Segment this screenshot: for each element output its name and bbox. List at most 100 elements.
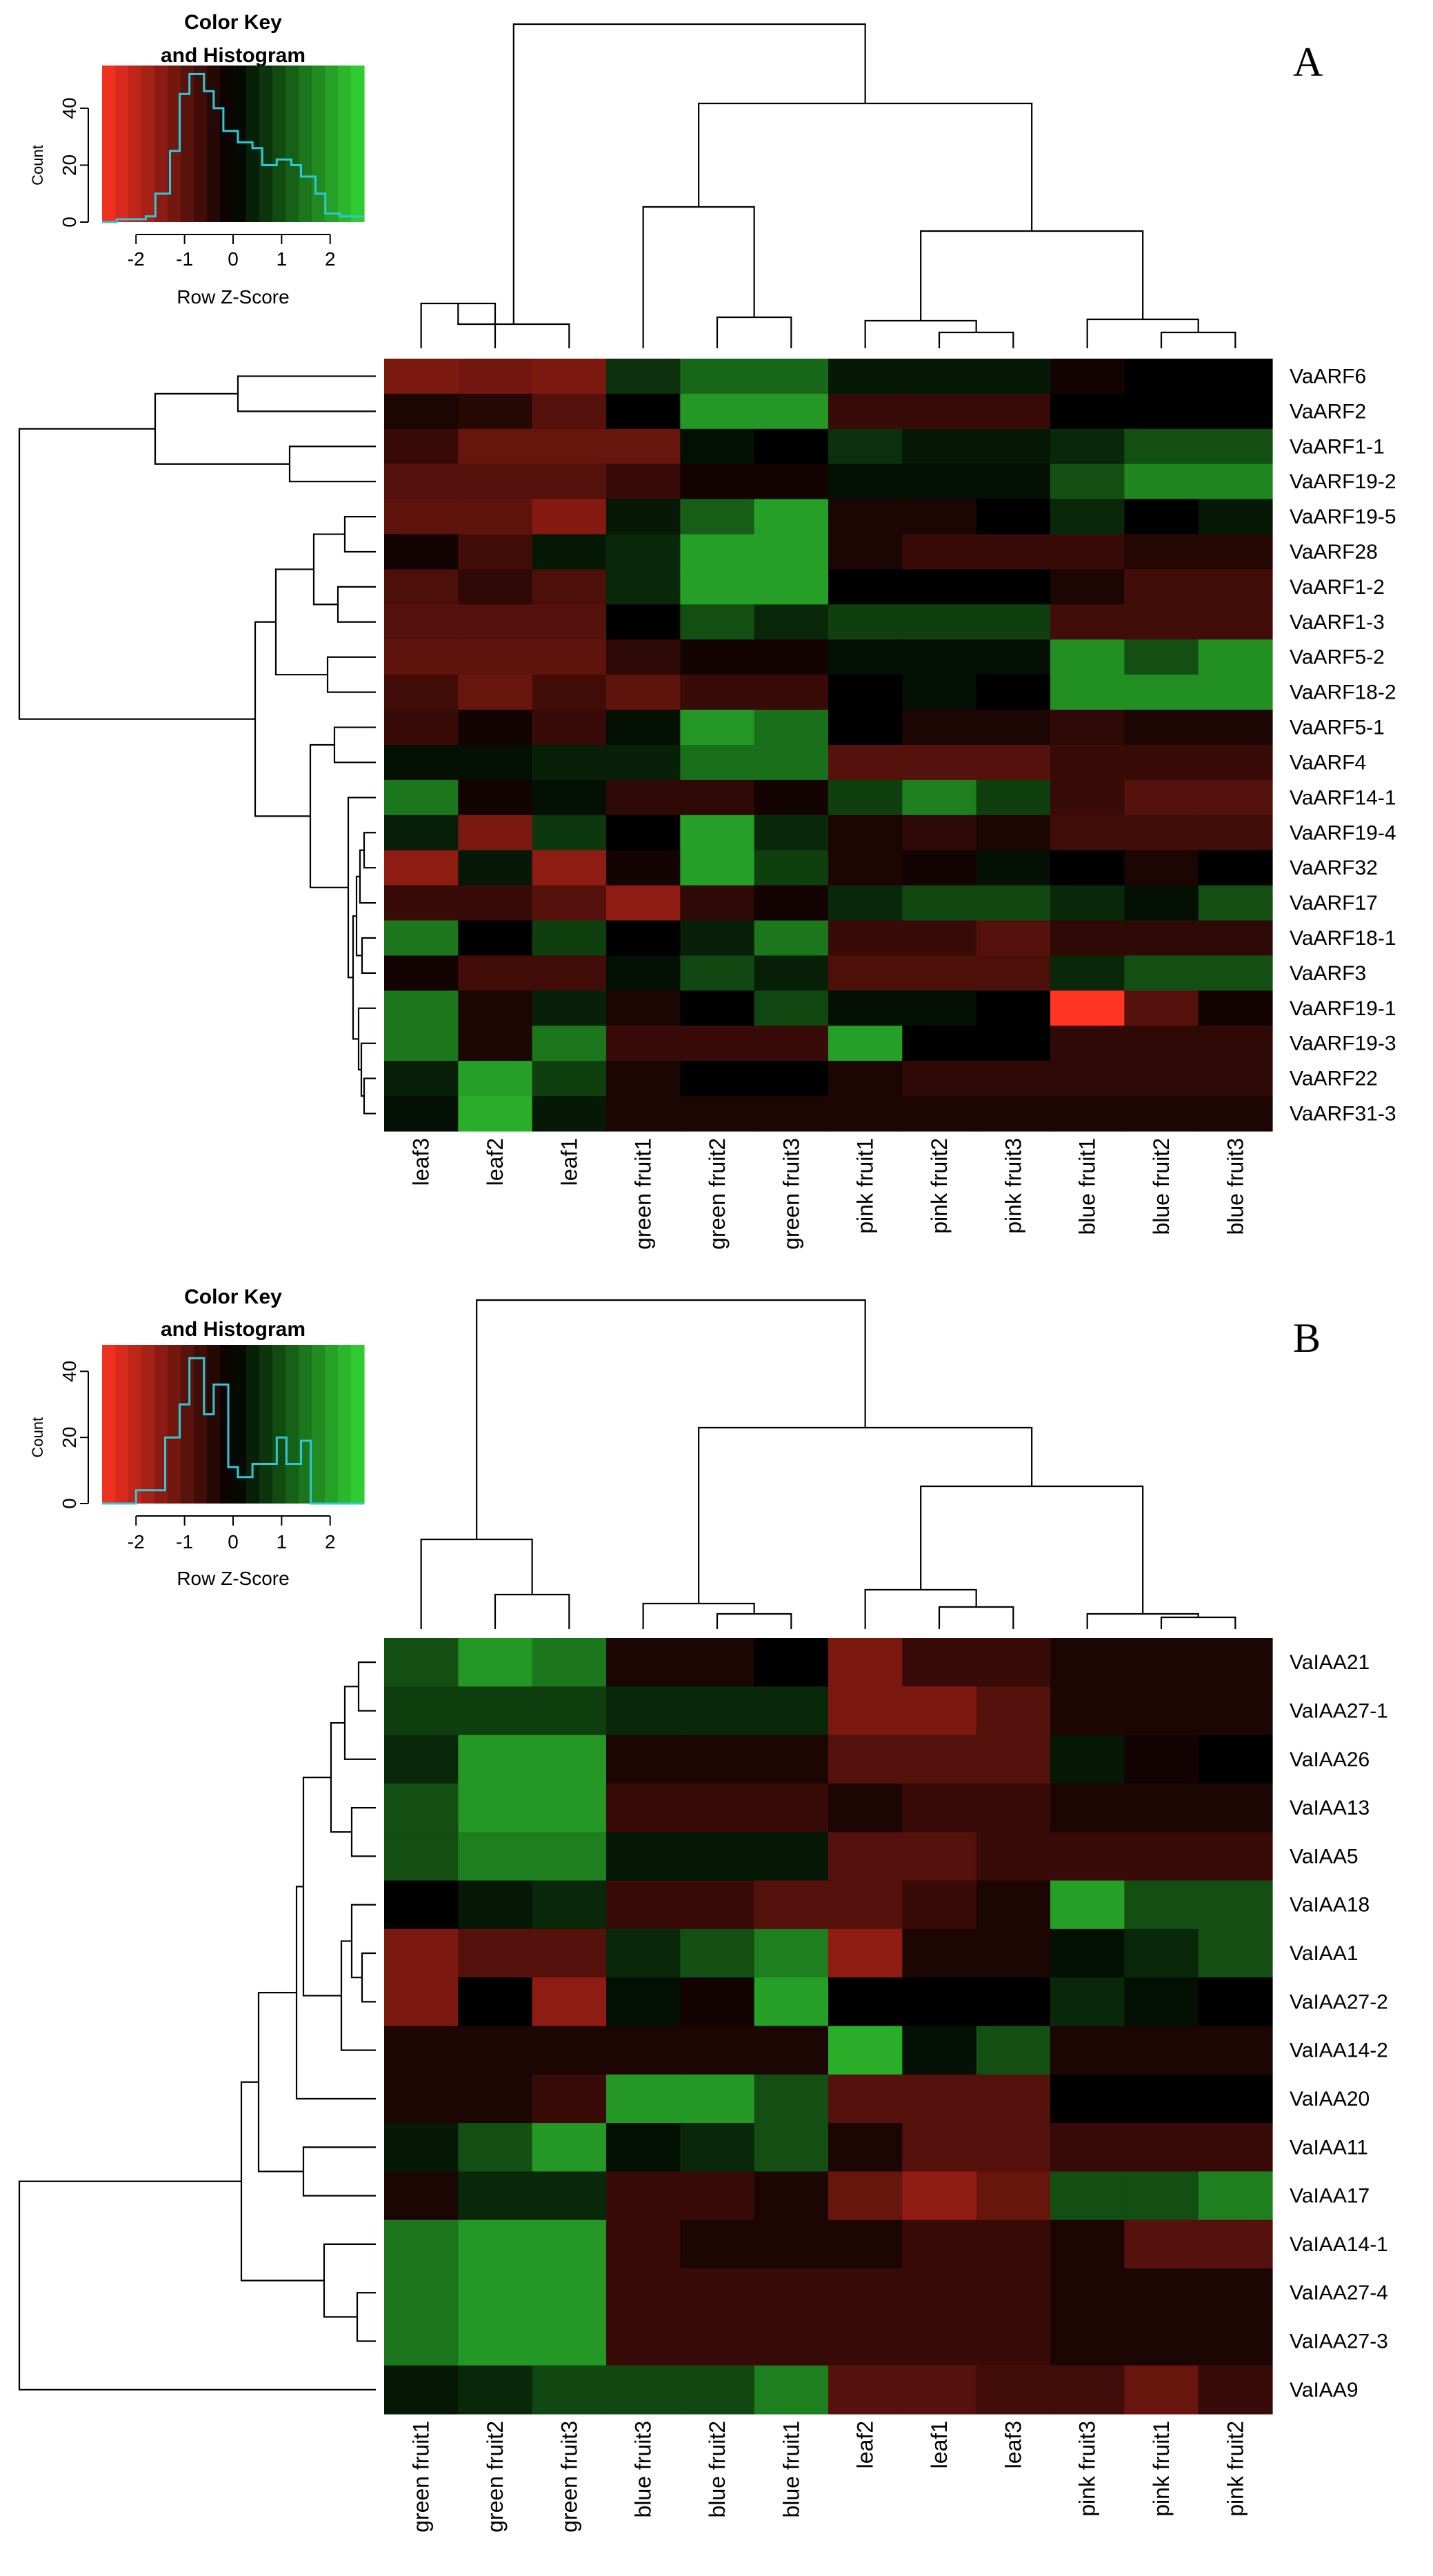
heatmap-cell <box>606 1832 681 1881</box>
heatmap-cell <box>1124 569 1199 605</box>
heatmap-cell <box>458 990 533 1026</box>
heatmap-cell <box>828 779 903 816</box>
heatmap-cell <box>384 534 459 570</box>
heatmap-cell <box>1198 569 1273 605</box>
heatmap-cell <box>606 955 681 991</box>
heatmap-cell <box>606 639 681 675</box>
heatmap-cell <box>828 1977 903 2027</box>
heatmap-cell <box>384 1783 459 1833</box>
heatmap-cell <box>754 2171 829 2221</box>
heatmap-cell <box>680 1735 755 1784</box>
heatmap-cell <box>384 1880 459 1930</box>
heatmap-cell <box>754 815 829 851</box>
heatmap-cell <box>828 1928 903 1978</box>
heatmap-cell <box>976 990 1051 1026</box>
heatmap-cell <box>532 2365 607 2415</box>
heatmap-cell <box>532 499 607 535</box>
color-key-band <box>233 66 247 222</box>
heatmap-cell <box>680 745 755 781</box>
heatmap-cell <box>680 1686 755 1736</box>
color-key-band <box>351 1345 365 1504</box>
heatmap-cell <box>754 1096 829 1132</box>
heatmap-cell <box>754 534 829 570</box>
heatmap-cell <box>680 359 755 395</box>
heatmap-cell <box>1198 1880 1273 1930</box>
row-dendrogram-link <box>356 2292 376 2342</box>
heatmap-cell <box>458 2317 533 2366</box>
heatmap-cell <box>754 463 829 500</box>
color-key-x-tick-label: -1 <box>176 1531 193 1552</box>
heatmap-cell <box>532 2268 607 2317</box>
heatmap-cell <box>976 1735 1051 1784</box>
row-dendrogram-link <box>343 1686 376 1760</box>
heatmap-cell <box>976 745 1051 781</box>
color-key-band <box>325 1345 339 1504</box>
heatmap-cell <box>532 1832 607 1881</box>
heatmap-cell <box>680 2317 755 2366</box>
heatmap-cell <box>976 920 1051 957</box>
color-key-band <box>115 66 129 222</box>
heatmap-cell <box>458 569 533 605</box>
column-dendrogram-link <box>938 1606 1014 1629</box>
color-key: Color Key and Histogram -2 -1 0 1 2 Row Z-Score… <box>29 11 365 308</box>
heatmap-cell <box>384 2026 459 2075</box>
heatmap-cell <box>976 1832 1051 1881</box>
row-label: VaIAA14-1 <box>1290 2233 1388 2256</box>
heatmap-cell <box>680 499 755 535</box>
color-key-band <box>141 66 155 222</box>
column-dendrogram-link <box>698 1426 1033 1604</box>
color-key-subtitle: and Histogram <box>161 44 305 67</box>
row-label: VaARF18-2 <box>1290 681 1396 704</box>
heatmap-cell <box>606 850 681 886</box>
heatmap-cell <box>1124 1880 1199 1930</box>
heatmap-cell <box>1124 463 1199 500</box>
heatmap-cell <box>606 1880 681 1930</box>
row-label: VaARF17 <box>1290 892 1378 915</box>
heatmap-cell <box>828 604 903 640</box>
heatmap-cell <box>458 2268 533 2317</box>
heatmap-cell <box>976 1061 1051 1097</box>
heatmap-cell <box>532 1880 607 1930</box>
row-dendrogram-link <box>237 375 376 412</box>
heatmap-cell <box>1050 850 1125 886</box>
heatmap-cell <box>902 393 977 430</box>
heatmap-cell <box>606 1026 681 1061</box>
heatmap-cell <box>976 2219 1051 2269</box>
row-dendrogram-link <box>330 1721 352 1833</box>
heatmap-cell <box>384 393 459 430</box>
heatmap-cell <box>902 534 977 570</box>
heatmap-cell <box>384 2219 459 2269</box>
heatmap-cell <box>828 885 903 921</box>
row-dendrogram-link <box>326 656 376 693</box>
row-label: VaARF18-1 <box>1290 927 1396 950</box>
heatmap: VaARF6 VaARF2 VaARF1-1 VaARF19-2 VaARF19-5 Va… <box>384 359 1396 1250</box>
column-dendrogram <box>420 23 1236 348</box>
heatmap-cell <box>1124 2074 1199 2124</box>
heatmap-cell <box>902 1928 977 1978</box>
heatmap-cell <box>384 1832 459 1881</box>
heatmap-cell <box>606 393 681 430</box>
heatmap-cell <box>1124 2268 1199 2317</box>
heatmap-cell <box>532 990 607 1026</box>
heatmap-cell <box>1198 885 1273 921</box>
heatmap-cell <box>384 1686 459 1736</box>
heatmap-cell <box>1124 1096 1199 1132</box>
heatmap-cell <box>902 2317 977 2366</box>
heatmap-cell <box>976 779 1051 816</box>
color-key-y-tick-label: 0 <box>59 1498 80 1509</box>
heatmap-cell <box>976 604 1051 640</box>
heatmap-cell <box>606 2317 681 2366</box>
heatmap-cell <box>1198 2123 1273 2173</box>
row-dendrogram-link <box>288 446 376 483</box>
column-dendrogram-link <box>864 319 977 348</box>
heatmap-cell <box>606 1977 681 2027</box>
color-key-band <box>325 66 339 222</box>
heatmap-cell <box>1198 359 1273 395</box>
column-label: green fruit3 <box>779 1138 803 1250</box>
heatmap-cell <box>1050 1061 1125 1097</box>
column-label: leaf1 <box>927 2421 952 2468</box>
heatmap-cell <box>1124 675 1199 710</box>
column-label: pink fruit1 <box>853 1138 878 1234</box>
heatmap-cell <box>458 463 533 500</box>
heatmap-cell <box>458 1783 533 1833</box>
